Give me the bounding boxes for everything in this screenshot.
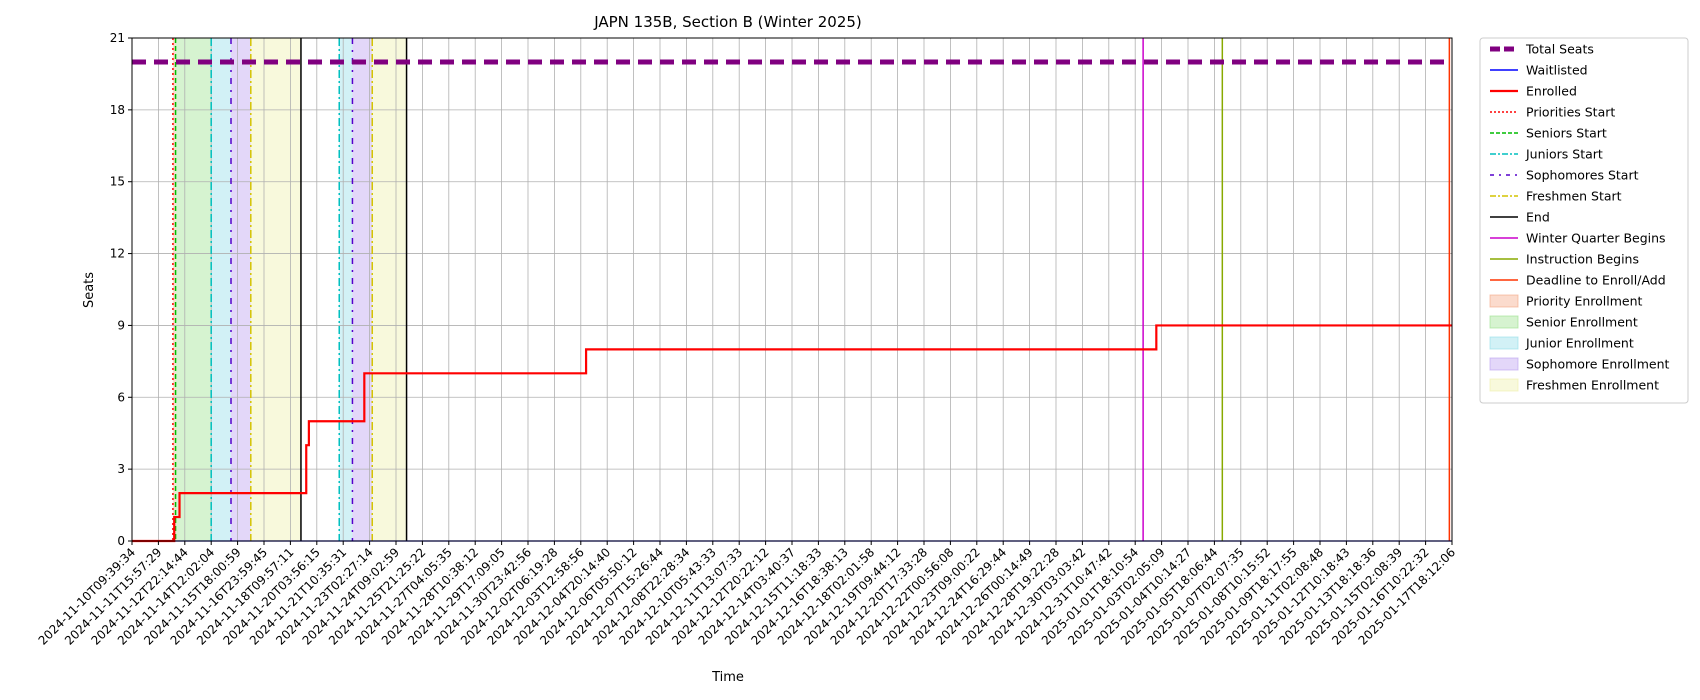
legend-swatch-junior-enrollment <box>1489 336 1519 350</box>
legend-label-waitlisted: Waitlisted <box>1526 63 1588 78</box>
legend-label-sophomore-enrollment: Sophomore Enrollment <box>1526 357 1670 372</box>
y-tick-label: 6 <box>117 390 125 404</box>
legend-swatch-senior-enrollment <box>1489 315 1519 329</box>
y-tick-label: 18 <box>110 103 125 117</box>
legend-label-deadline-to-enroll-add: Deadline to Enroll/Add <box>1526 273 1666 288</box>
legend-label-priorities-start: Priorities Start <box>1526 105 1615 120</box>
shaded-priority-enrollment-0 <box>172 38 176 541</box>
y-tick-label: 0 <box>117 534 125 548</box>
legend-label-winter-quarter-begins: Winter Quarter Begins <box>1526 231 1666 246</box>
legend-label-junior-enrollment: Junior Enrollment <box>1525 336 1634 351</box>
shaded-junior-enrollment-1 <box>339 38 353 541</box>
legend-box <box>1479 37 1689 404</box>
series-enrolled <box>132 324 1452 543</box>
y-tick-label: 3 <box>117 462 125 476</box>
legend-label-freshmen-enrollment: Freshmen Enrollment <box>1526 378 1659 393</box>
legend-label-total-seats: Total Seats <box>1525 42 1594 57</box>
legend-label-priority-enrollment: Priority Enrollment <box>1526 294 1643 309</box>
legend-swatch-freshmen-enrollment <box>1489 378 1519 392</box>
y-axis-label: Seats <box>82 272 97 308</box>
shaded-freshmen-enrollment-1 <box>372 38 407 541</box>
y-tick-label: 15 <box>110 175 125 189</box>
legend: Total Seats Waitlisted Enrolled Priorities … <box>1479 37 1689 404</box>
shaded-junior-enrollment-0 <box>211 38 231 541</box>
plot-area: 0369121518212024-11-10T09:39:342024-11-1… <box>36 31 1459 648</box>
y-tick-label: 21 <box>110 31 125 45</box>
shaded-sophomore-enrollment-1 <box>352 38 373 541</box>
shaded-senior-enrollment-0 <box>175 38 212 541</box>
x-axis-label: Time <box>711 670 744 685</box>
chart-title: JAPN 135B, Section B (Winter 2025) <box>593 13 862 31</box>
legend-label-senior-enrollment: Senior Enrollment <box>1526 315 1638 330</box>
y-tick-label: 12 <box>110 247 125 261</box>
legend-swatch-priority-enrollment <box>1489 294 1519 308</box>
legend-label-seniors-start: Seniors Start <box>1526 126 1607 141</box>
y-tick-label: 9 <box>117 318 125 332</box>
legend-label-sophomores-start: Sophomores Start <box>1526 168 1639 183</box>
legend-swatch-sophomore-enrollment <box>1489 357 1519 371</box>
shaded-freshmen-enrollment-0 <box>250 38 301 541</box>
legend-label-freshmen-start: Freshmen Start <box>1526 189 1622 204</box>
legend-label-enrolled: Enrolled <box>1526 84 1577 99</box>
legend-label-end: End <box>1526 210 1550 225</box>
legend-label-juniors-start: Juniors Start <box>1525 147 1603 162</box>
legend-label-instruction-begins: Instruction Begins <box>1526 252 1639 267</box>
shaded-sophomore-enrollment-0 <box>231 38 251 541</box>
